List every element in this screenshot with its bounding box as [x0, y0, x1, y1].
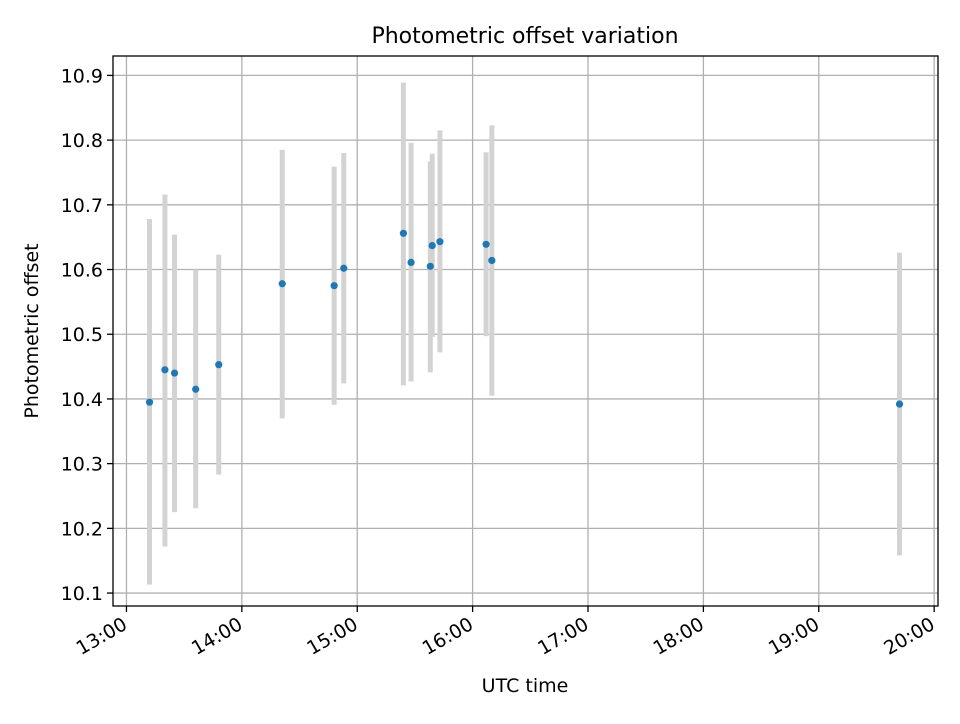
y-tick-label: 10.7 — [61, 195, 103, 217]
data-point — [278, 280, 286, 288]
data-point — [330, 282, 338, 290]
data-point — [428, 241, 436, 250]
y-tick-label: 10.9 — [61, 65, 103, 87]
y-axis-label: Photometric offset — [21, 243, 43, 418]
data-point — [340, 264, 348, 272]
data-point — [215, 361, 223, 369]
data-point — [145, 398, 154, 406]
y-tick-label: 10.3 — [61, 454, 103, 476]
grid — [113, 56, 938, 606]
data-point — [436, 238, 444, 246]
data-point — [426, 262, 434, 270]
data-point — [161, 366, 169, 374]
data-point — [488, 256, 496, 265]
y-tick-label: 10.5 — [61, 324, 103, 346]
y-tick-label: 10.4 — [61, 389, 103, 411]
data-point — [170, 369, 179, 377]
x-axis-label: UTC time — [482, 675, 569, 697]
data-points — [145, 229, 904, 408]
y-tick-label: 10.6 — [61, 260, 103, 282]
data-point — [895, 400, 904, 408]
chart-title: Photometric offset variation — [371, 24, 678, 49]
data-point — [482, 240, 490, 248]
y-tick-label: 10.8 — [61, 130, 103, 152]
data-point — [399, 229, 407, 237]
data-point — [407, 258, 415, 267]
y-tick-label: 10.1 — [61, 583, 103, 605]
plot-frame — [112, 55, 939, 607]
y-tick-label: 10.2 — [61, 518, 103, 540]
data-point — [192, 385, 200, 393]
y-axis-ticks: 10.1 10.2 10.3 10.4 10.5 10.6 10.7 10.8 10.9 — [61, 65, 113, 605]
